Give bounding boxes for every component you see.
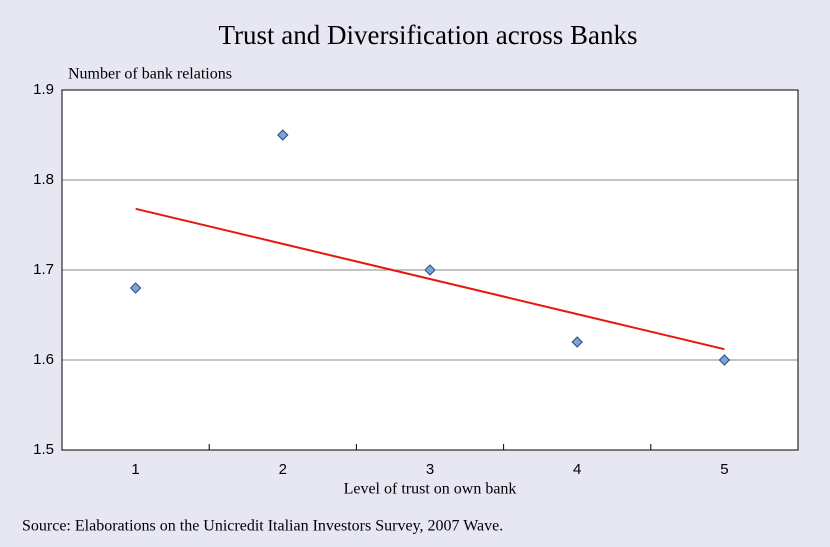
data-point	[424, 264, 436, 276]
y-tick-label: 1.6	[33, 351, 54, 368]
x-tick-label: 1	[131, 461, 139, 478]
y-axis-label: Number of bank relations	[68, 66, 232, 83]
chart-title: Trust and Diversification across Banks	[219, 20, 638, 50]
data-point	[718, 354, 731, 366]
data-point	[571, 336, 583, 348]
trend-line	[135, 207, 725, 351]
x-tick-label: 4	[573, 461, 581, 478]
data-point	[277, 129, 289, 141]
data-point	[129, 282, 142, 294]
plot-border	[61, 89, 799, 451]
y-tick-label: 1.9	[33, 81, 54, 98]
x-tick-label: 3	[426, 461, 434, 478]
y-tick-label: 1.7	[33, 261, 54, 278]
source-note: Source: Elaborations on the Unicredit It…	[22, 518, 503, 535]
x-axis-label: Level of trust on own bank	[344, 481, 517, 498]
x-tick-label: 2	[279, 461, 287, 478]
y-tick-label: 1.8	[33, 171, 54, 188]
y-tick-label: 1.5	[33, 441, 54, 458]
x-tick-label: 5	[720, 461, 728, 478]
